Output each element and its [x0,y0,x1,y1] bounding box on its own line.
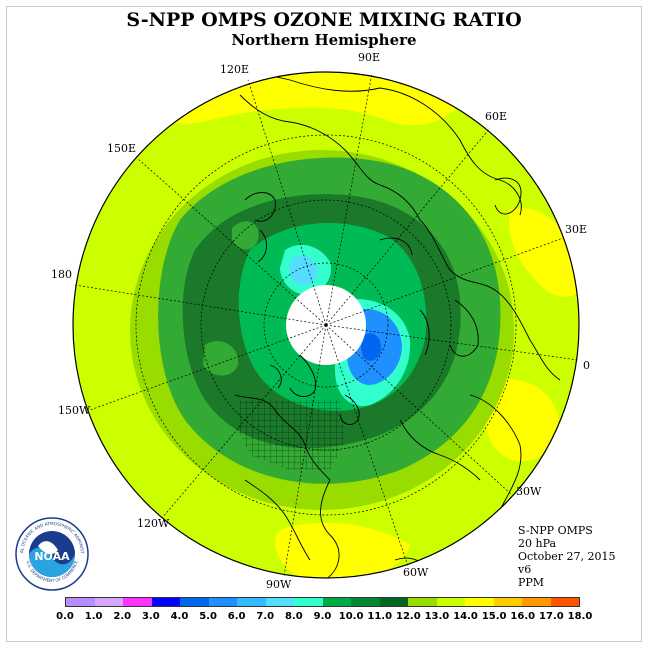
colorbar-swatch [550,598,579,606]
colorbar-tick-label: 10.0 [338,611,364,622]
colorbar-swatch [208,598,237,606]
info-date: October 27, 2015 [518,550,616,563]
colorbar-tick-label: 9.0 [313,611,332,622]
lon-label-150w: 150W [58,404,91,417]
colorbar-tick-label: 2.0 [113,611,132,622]
field-patch-west [203,341,239,376]
lon-label-0: 0 [583,359,590,372]
colorbar-swatch [265,598,294,606]
figure-frame [6,6,642,642]
info-level: 20 hPa [518,537,557,550]
info-units: PPM [518,576,545,589]
colorbar-swatch [522,598,551,606]
field-high-south [275,522,410,578]
colorbar-tick-label: 3.0 [141,611,160,622]
lon-label-120w: 120W [137,517,170,530]
colorbar-swatch [408,598,437,606]
colorbar-tick-label: 0.0 [56,611,74,622]
us-states [238,400,345,470]
colorbar-tick-label: 1.0 [84,611,103,622]
colorbar-tick-label: 6.0 [227,611,246,622]
colorbar-swatch [66,598,95,606]
colorbar-swatch [294,598,323,606]
lon-label-60e: 60E [485,110,508,123]
field-darkblue [361,333,382,361]
colorbar-tick-label: 18.0 [567,611,593,622]
lon-label-150e: 150E [107,142,137,155]
colorbar-tick-label: 17.0 [539,611,564,622]
info-block: S-NPP OMPS 20 hPa October 27, 2015 v6 PP… [518,524,616,589]
info-instrument: S-NPP OMPS [518,524,593,537]
colorbar [65,597,580,607]
lon-label-90w: 90W [266,578,292,591]
colorbar-swatch [379,598,408,606]
colorbar-swatch [237,598,266,606]
colorbar-swatch [94,598,123,606]
lon-label-90e: 90E [358,51,381,64]
colorbar-swatch [493,598,522,606]
colorbar-tick-label: 5.0 [199,611,217,622]
colorbar-tick-label: 14.0 [453,611,478,622]
graticule [74,72,579,577]
lon-label-60w: 60W [403,566,429,579]
colorbar-tick-label: 15.0 [481,611,507,622]
colorbar-swatch [465,598,494,606]
lon-label-180: 180 [51,268,72,281]
colorbar-tick-label: 13.0 [424,611,450,622]
page-subtitle: Northern Hemisphere [231,31,417,49]
colorbar-ticks: 0.0 1.0 2.0 3.0 4.0 5.0 6.0 7.0 8.0 9.0 10.0 11.0 12… [0,611,648,625]
field-patch-north [232,221,259,250]
colorbar-swatch [351,598,380,606]
lon-label-120e: 120E [220,63,250,76]
colorbar-tick-label: 11.0 [367,611,393,622]
colorbar-swatch [436,598,465,606]
colorbar-tick-label: 7.0 [256,611,275,622]
colorbar-swatch [123,598,152,606]
map-boundary [72,71,580,579]
logo-text: NOAA [34,550,70,563]
coastlines [179,72,561,578]
page-title: S-NPP OMPS OZONE MIXING RATIO [126,9,522,31]
field-high-southeast [484,379,560,462]
colorbar-tick-label: 8.0 [285,611,303,622]
colorbar-tick-label: 16.0 [510,611,536,622]
info-version: v6 [518,563,532,576]
lon-label-30w: 30W [516,485,542,498]
field-high-east [509,208,579,297]
colorbar-swatch [151,598,180,606]
lon-label-30e: 30E [565,223,588,236]
colorbar-swatch [180,598,209,606]
colorbar-tick-label: 4.0 [170,611,189,622]
noaa-logo: NOAA NATIONAL OCEANIC AND ATMOSPHERIC AD… [14,516,89,591]
colorbar-swatch [322,598,351,606]
colorbar-tick-label: 12.0 [395,611,421,622]
